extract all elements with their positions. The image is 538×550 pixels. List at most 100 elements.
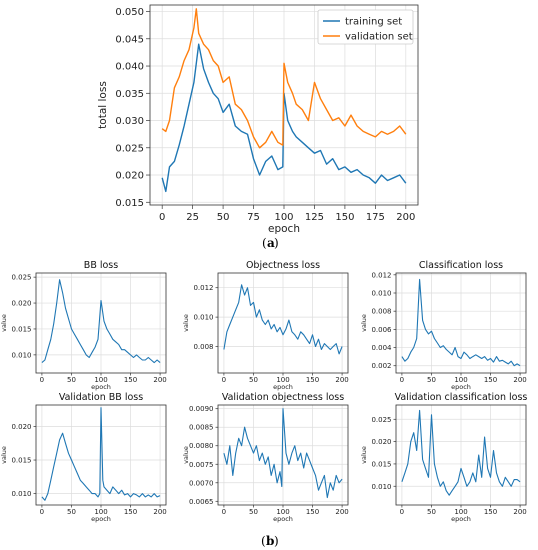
x-tick-label: 175	[366, 212, 385, 223]
x-tick-label: 200	[153, 376, 166, 384]
x-tick-label: 50	[249, 376, 258, 384]
x-axis-label: epoch	[451, 515, 471, 523]
plot-vobj: 0 50 100 150 200 0.0065 0.0070 0.0075 0.0080 0.00…	[182, 392, 349, 523]
y-tick-label: 0.050	[115, 7, 144, 18]
x-tick-label: 200	[513, 508, 526, 516]
x-tick-label: 200	[335, 508, 348, 516]
caption-b-letter: b	[266, 534, 274, 548]
legend-entry: training set	[345, 17, 402, 28]
y-tick-label: 0.004	[371, 344, 392, 352]
x-tick-label: 150	[306, 508, 319, 516]
x-tick-label: 100	[276, 376, 289, 384]
y-axis-label: value	[360, 314, 368, 332]
y-tick-label: 0.0085	[189, 424, 214, 432]
x-tick-label: 200	[396, 212, 415, 223]
caption-a-close: )	[274, 236, 279, 250]
series-line-loss	[41, 407, 161, 501]
x-tick-label: 100	[94, 376, 107, 384]
plot-cls: 0 50 100 150 200 0.002 0.004 0.006 0.008 0.010 0.0…	[360, 260, 527, 391]
y-tick-label: 0.025	[11, 274, 31, 282]
caption-a-letter: a	[267, 236, 275, 250]
x-tick-label: 150	[335, 212, 354, 223]
y-axis-label: value	[360, 446, 368, 464]
legend-entry: validation set	[345, 32, 413, 43]
y-tick-label: 0.020	[115, 171, 144, 182]
x-tick-label: 150	[124, 376, 137, 384]
legend-box	[317, 9, 414, 45]
y-axis-label: value	[182, 446, 190, 464]
plot-obj: 0 50 100 150 200 0.008 0.010 0.012 epoch value Obj…	[182, 260, 349, 391]
x-axis-label: epoch	[451, 383, 471, 391]
y-tick-label: 0.0080	[189, 442, 214, 450]
y-tick-label: 0.025	[115, 143, 144, 154]
y-tick-label: 0.012	[371, 271, 391, 279]
x-tick-label: 50	[249, 508, 258, 516]
x-tick-label: 125	[305, 212, 324, 223]
y-tick-label: 0.040	[115, 62, 144, 73]
series-line-loss	[223, 408, 343, 499]
y-tick-label: 0.045	[115, 34, 144, 45]
x-tick-label: 100	[454, 376, 467, 384]
y-tick-label: 0.010	[371, 290, 391, 298]
x-tick-label: 200	[153, 508, 166, 516]
series-line-loss	[401, 409, 521, 496]
plots-layer: 0 25 50 75 100 125 150 175 200 0.015 0.020 0.025 0.0…	[0, 4, 528, 523]
y-tick-label: 0.015	[11, 457, 31, 465]
x-tick-label: 0	[222, 508, 226, 516]
x-tick-label: 0	[159, 212, 165, 223]
x-tick-label: 200	[335, 376, 348, 384]
x-tick-label: 100	[274, 212, 293, 223]
plot-vbb: 0 50 100 150 200 0.010 0.015 0.020 epoch value Val…	[0, 392, 167, 523]
x-axis-label: epoch	[273, 383, 293, 391]
plot-title: BB loss	[84, 260, 118, 271]
y-axis-label: value	[0, 314, 8, 332]
plot-title: Validation classification loss	[395, 392, 528, 403]
y-axis-label: value	[182, 314, 190, 332]
y-tick-label: 0.035	[115, 89, 144, 100]
y-tick-label: 0.030	[115, 116, 144, 127]
x-tick-label: 50	[67, 376, 76, 384]
y-tick-label: 0.025	[371, 416, 391, 424]
x-tick-label: 50	[217, 212, 230, 223]
x-axis-label: epoch	[91, 383, 111, 391]
y-tick-label: 0.006	[371, 326, 392, 334]
x-axis-label: epoch	[268, 223, 300, 235]
y-tick-label: 0.015	[115, 198, 144, 209]
x-tick-label: 150	[306, 376, 319, 384]
y-tick-label: 0.020	[11, 423, 31, 431]
series-line-loss	[223, 284, 343, 355]
series-line-training-set	[161, 43, 407, 193]
y-tick-label: 0.010	[11, 351, 31, 359]
y-tick-label: 0.015	[11, 325, 31, 333]
figure-caption-b: ( b )	[261, 534, 279, 548]
x-tick-label: 100	[94, 508, 107, 516]
y-tick-label: 0.0070	[189, 479, 214, 487]
y-tick-label: 0.0075	[189, 461, 214, 469]
series-line-loss	[41, 279, 161, 364]
y-axis-label: total loss	[97, 81, 109, 129]
y-tick-label: 0.015	[371, 460, 391, 468]
x-tick-label: 0	[222, 376, 226, 384]
x-tick-label: 0	[40, 508, 44, 516]
y-tick-label: 0.0090	[189, 405, 214, 413]
plot-title: Validation objectness loss	[222, 392, 344, 403]
plot-title: Validation BB loss	[59, 392, 143, 403]
x-tick-label: 100	[276, 508, 289, 516]
y-tick-label: 0.002	[371, 362, 391, 370]
x-tick-label: 100	[454, 508, 467, 516]
plot-total: 0 25 50 75 100 125 150 175 200 0.015 0.020 0.025 0.0…	[97, 4, 419, 235]
x-tick-label: 0	[40, 376, 44, 384]
caption-b-open: (	[261, 534, 266, 548]
x-tick-label: 150	[484, 376, 497, 384]
figure-caption-a: ( a )	[262, 236, 279, 250]
y-tick-label: 0.020	[11, 300, 31, 308]
x-tick-label: 50	[427, 376, 436, 384]
x-tick-label: 50	[427, 508, 436, 516]
legend: training set validation set	[317, 9, 414, 45]
x-tick-label: 50	[67, 508, 76, 516]
y-tick-label: 0.008	[193, 343, 213, 351]
y-tick-label: 0.012	[193, 284, 213, 292]
series-line-validation-set	[161, 8, 407, 149]
caption-b-close: )	[274, 534, 279, 548]
